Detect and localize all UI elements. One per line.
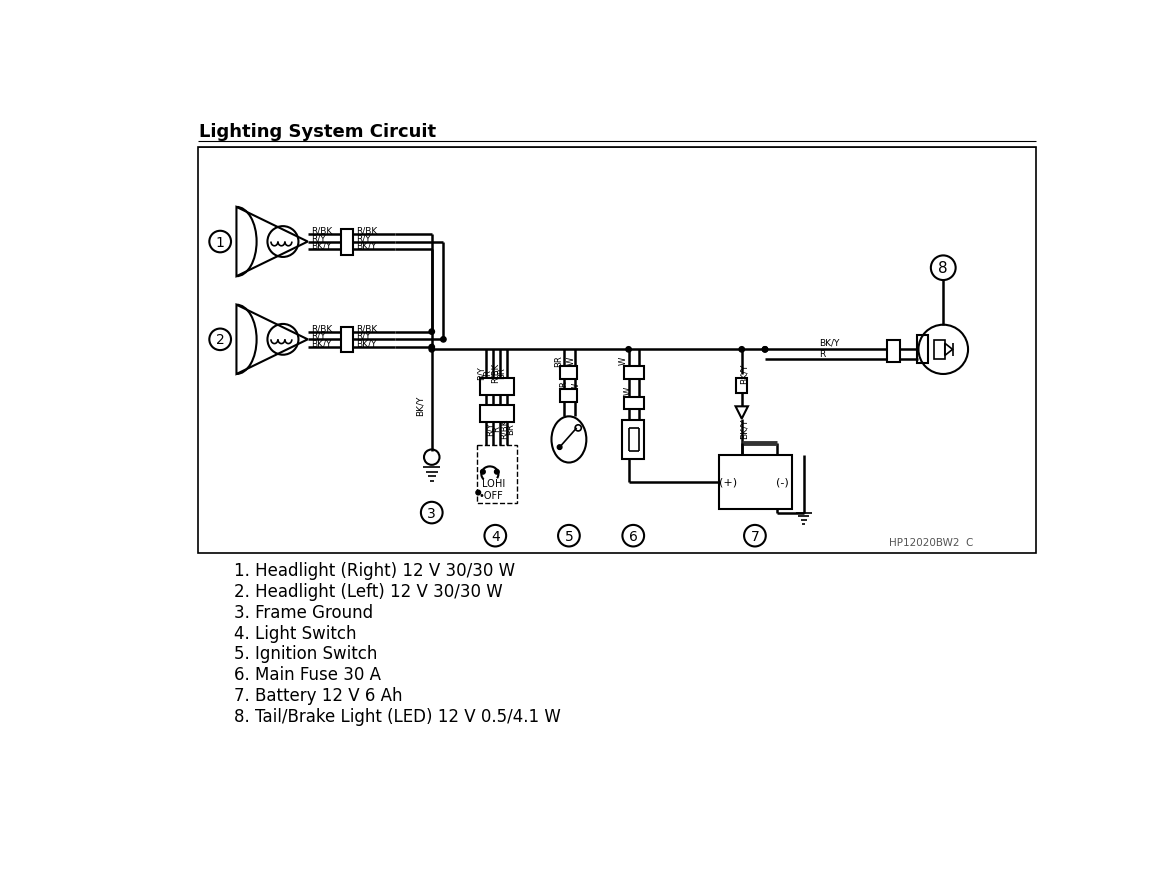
Circle shape	[429, 345, 435, 350]
Circle shape	[762, 348, 768, 353]
Bar	[341, 230, 354, 255]
Text: BK/Y: BK/Y	[311, 339, 332, 349]
Text: 7. Battery 12 V 6 Ah: 7. Battery 12 V 6 Ah	[234, 687, 403, 704]
Text: HI: HI	[494, 479, 505, 489]
Bar	[197, 148, 1036, 554]
Text: BK/Y: BK/Y	[311, 241, 332, 250]
Text: (-): (-)	[776, 478, 789, 487]
Circle shape	[476, 491, 480, 495]
Text: BK/Y: BK/Y	[415, 395, 425, 415]
Text: 2: 2	[216, 333, 225, 347]
Text: 1: 1	[216, 235, 225, 249]
Text: 5: 5	[565, 529, 573, 543]
Text: R/Y: R/Y	[356, 234, 371, 243]
Text: BR: BR	[498, 366, 506, 378]
Text: W: W	[623, 385, 632, 394]
Text: R/BK: R/BK	[356, 227, 378, 235]
Text: BR: BR	[559, 380, 568, 392]
Text: BK/Y: BK/Y	[356, 339, 377, 349]
Bar	[718, 456, 792, 509]
Bar	[560, 367, 578, 379]
Text: W: W	[572, 382, 580, 390]
Text: 6: 6	[629, 529, 638, 543]
Bar	[887, 341, 900, 363]
Bar	[341, 327, 354, 353]
Circle shape	[429, 348, 435, 353]
Text: 3: 3	[427, 506, 436, 520]
Text: R/Y: R/Y	[311, 332, 326, 341]
Bar	[737, 378, 747, 393]
Text: 4. Light Switch: 4. Light Switch	[234, 624, 356, 642]
Text: R/BK: R/BK	[499, 418, 508, 438]
Text: W: W	[567, 356, 575, 365]
Bar	[480, 378, 514, 395]
Text: BR: BR	[506, 422, 515, 435]
Text: BK/Y: BK/Y	[819, 338, 840, 347]
Text: 1. Headlight (Right) 12 V 30/30 W: 1. Headlight (Right) 12 V 30/30 W	[234, 562, 515, 579]
Circle shape	[441, 337, 447, 342]
Text: BK/Y: BK/Y	[740, 363, 748, 383]
Text: 8. Tail/Brake Light (LED) 12 V 0.5/4.1 W: 8. Tail/Brake Light (LED) 12 V 0.5/4.1 W	[234, 707, 561, 725]
Text: R: R	[819, 349, 826, 358]
Bar	[916, 336, 928, 363]
Bar	[934, 341, 944, 359]
Circle shape	[480, 470, 485, 474]
Bar	[623, 421, 644, 459]
Text: 5. Ignition Switch: 5. Ignition Switch	[234, 644, 377, 663]
Text: R/BK: R/BK	[311, 227, 332, 235]
Text: R: R	[484, 370, 492, 375]
Text: •OFF: •OFF	[478, 490, 503, 500]
Text: R/BK: R/BK	[311, 324, 332, 333]
Bar	[477, 445, 517, 503]
Circle shape	[494, 470, 499, 474]
Text: BR: BR	[554, 355, 564, 367]
Bar	[624, 367, 644, 379]
Text: R/Y: R/Y	[356, 332, 371, 341]
Bar	[480, 406, 514, 422]
Text: BK/Y: BK/Y	[356, 241, 377, 250]
Text: Lighting System Circuit: Lighting System Circuit	[200, 123, 436, 141]
Text: R/BK: R/BK	[356, 324, 378, 333]
Text: 3. Frame Ground: 3. Frame Ground	[234, 603, 374, 622]
Bar	[560, 390, 578, 402]
Text: 8: 8	[938, 261, 948, 276]
Text: HP12020BW2  C: HP12020BW2 C	[889, 537, 973, 547]
Circle shape	[762, 348, 768, 353]
Text: R/Y: R/Y	[485, 421, 494, 435]
Text: BK/Y: BK/Y	[740, 418, 748, 439]
Text: W: W	[618, 356, 628, 365]
Circle shape	[626, 348, 631, 353]
Text: R/Y: R/Y	[477, 365, 485, 379]
Circle shape	[739, 348, 745, 353]
Text: 7: 7	[751, 529, 760, 543]
Text: 6. Main Fuse 30 A: 6. Main Fuse 30 A	[234, 666, 382, 683]
Text: 4: 4	[491, 529, 500, 543]
Bar	[624, 398, 644, 410]
Text: 2. Headlight (Left) 12 V 30/30 W: 2. Headlight (Left) 12 V 30/30 W	[234, 582, 503, 601]
Text: (+): (+)	[719, 478, 737, 487]
Circle shape	[557, 445, 561, 450]
Text: R/Y: R/Y	[311, 234, 326, 243]
Text: R: R	[492, 426, 501, 431]
Circle shape	[429, 329, 435, 335]
Text: LO: LO	[483, 479, 495, 489]
Text: R/BK: R/BK	[491, 363, 499, 382]
